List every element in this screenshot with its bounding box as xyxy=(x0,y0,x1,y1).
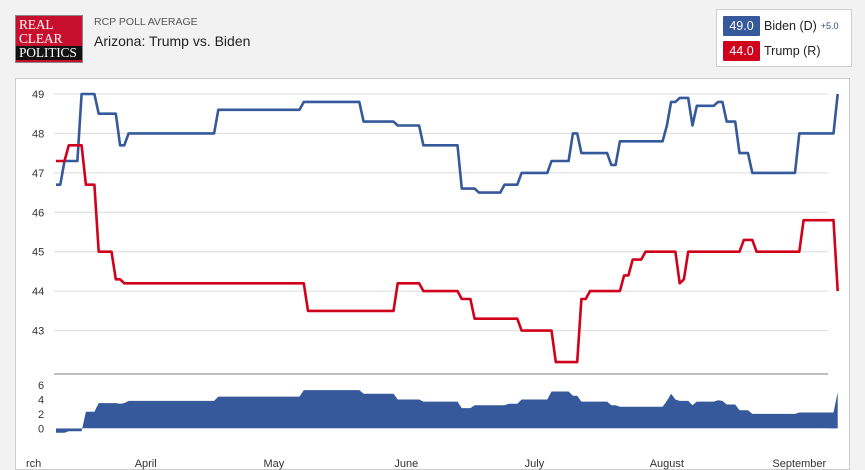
spread-y-tick-label-0: 0 xyxy=(38,423,44,435)
x-month-label-april: April xyxy=(135,458,157,470)
x-month-label-august: August xyxy=(650,458,684,470)
spread-y-tick-label-6: 6 xyxy=(38,380,44,392)
chart-kicker: RCP POLL AVERAGE xyxy=(94,16,198,28)
chart-area: 43 44 45 46 47 48 49 0 2 4 6 rch April May June July Aug… xyxy=(15,78,850,470)
x-month-label-july: July xyxy=(525,458,545,470)
chart-header: REAL CLEAR POLITICS RCP POLL AVERAGE Ari… xyxy=(0,0,865,78)
logo-line-2: CLEAR xyxy=(19,31,63,46)
logo-line-1: REAL xyxy=(19,17,54,32)
series-line-trump xyxy=(56,144,839,364)
x-month-label-june: June xyxy=(394,458,418,470)
biden-legend-label: Biden (D) xyxy=(764,19,817,33)
x-month-label-may: May xyxy=(263,458,284,470)
x-month-label-rch: rch xyxy=(26,458,41,470)
trump-legend-label: Trump (R) xyxy=(764,44,821,58)
biden-value-badge: 49.0 xyxy=(723,16,760,36)
logo-line-3: POLITICS xyxy=(16,46,82,60)
y-tick-label-49: 49 xyxy=(32,89,44,101)
y-tick-label-48: 48 xyxy=(32,128,44,140)
y-tick-label-43: 43 xyxy=(32,326,44,338)
y-tick-label-46: 46 xyxy=(32,207,44,219)
spread-y-tick-label-4: 4 xyxy=(38,394,44,406)
y-tick-label-47: 47 xyxy=(32,168,44,180)
legend-item-biden[interactable]: 49.0 Biden (D) +5.0 xyxy=(723,16,839,36)
realclearpolitics-logo[interactable]: REAL CLEAR POLITICS xyxy=(15,15,83,63)
series-line-biden xyxy=(56,92,839,194)
chart-title: Arizona: Trump vs. Biden xyxy=(94,33,251,49)
biden-spread: +5.0 xyxy=(820,21,839,31)
x-month-label-september: September xyxy=(772,458,826,470)
spread-y-tick-label-2: 2 xyxy=(38,409,44,421)
legend-item-trump[interactable]: 44.0 Trump (R) xyxy=(723,41,820,61)
y-tick-label-45: 45 xyxy=(32,247,44,259)
trump-value-badge: 44.0 xyxy=(723,41,760,61)
spread-area xyxy=(56,390,838,433)
y-tick-label-44: 44 xyxy=(32,286,44,298)
chart-legend: 49.0 Biden (D) +5.0 44.0 Trump (R) xyxy=(716,9,852,67)
